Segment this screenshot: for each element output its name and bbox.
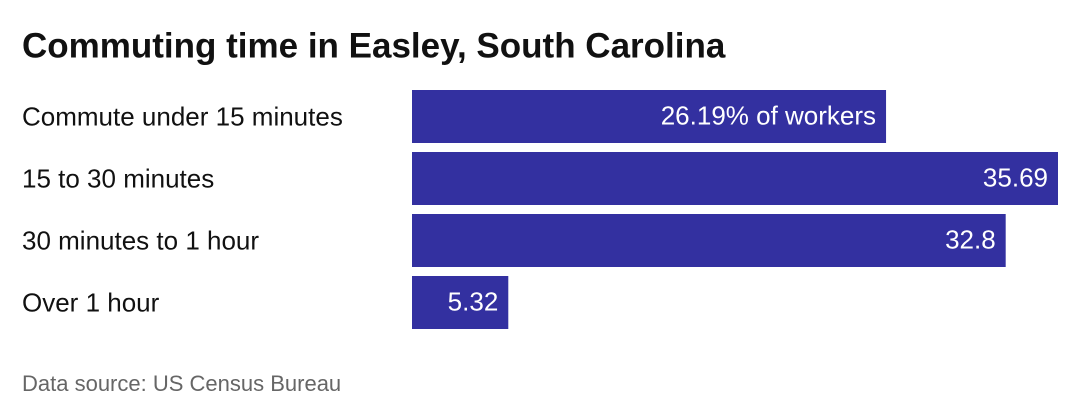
- category-label: Over 1 hour: [22, 287, 160, 317]
- source: Data source: US Census Bureau: [22, 371, 341, 396]
- value-label: 35.69: [983, 162, 1048, 192]
- category-label: Commute under 15 minutes: [22, 101, 343, 131]
- category-label: 15 to 30 minutes: [22, 163, 214, 193]
- bar: [412, 276, 509, 329]
- bar: [412, 214, 1006, 267]
- value-label: 5.32: [448, 286, 499, 316]
- value-label: 32.8: [945, 224, 996, 254]
- bar: [412, 152, 1058, 205]
- chart-title: Commuting time in Easley, South Carolina: [22, 26, 726, 65]
- category-label: 30 minutes to 1 hour: [22, 225, 259, 255]
- value-label: 26.19% of workers: [661, 100, 876, 130]
- bar: [412, 90, 887, 143]
